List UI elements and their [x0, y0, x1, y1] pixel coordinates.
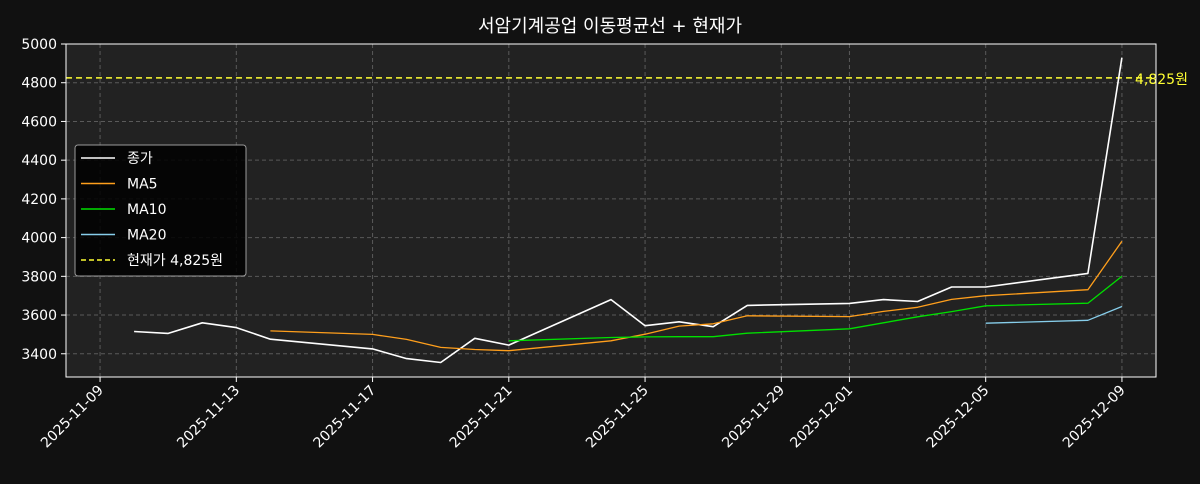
y-tick-label: 4800: [21, 76, 57, 92]
legend: 종가 MA5 MA10 MA20 현재가 4,825원: [74, 144, 247, 277]
legend-label: 현재가 4,825원: [127, 253, 223, 269]
y-tick-label: 4000: [21, 231, 57, 247]
legend-label: MA10: [127, 202, 166, 218]
y-tick-label: 4400: [21, 153, 57, 169]
y-axis: 3400 3600 3800 4000 4200 4400 4600 4800 5000: [21, 37, 66, 363]
series-line-close: [134, 57, 1123, 364]
legend-label: MA20: [127, 228, 166, 244]
series-line-ma20: [985, 305, 1123, 324]
current-price-label: 4,825원: [1135, 72, 1188, 88]
series-line-ma5: [270, 240, 1123, 352]
series-group: [134, 57, 1123, 364]
y-tick-label: 4200: [21, 192, 57, 208]
series-line-ma10: [508, 275, 1123, 342]
y-tick-label: 5000: [21, 37, 57, 53]
current-price-line-group: 4,825원: [66, 72, 1188, 88]
legend-box: [74, 144, 247, 277]
plot-frame: [65, 43, 1157, 378]
legend-label: 종가: [127, 151, 153, 167]
y-tick-label: 3600: [21, 308, 57, 324]
y-tick-label: 3800: [21, 269, 57, 285]
chart-title: 서암기계공업 이동평균선 + 현재가: [478, 16, 742, 37]
plot-area: [66, 44, 1156, 377]
y-tick-label: 4600: [21, 114, 57, 130]
y-tick-label: 3400: [21, 347, 57, 363]
legend-label: MA5: [127, 177, 158, 193]
